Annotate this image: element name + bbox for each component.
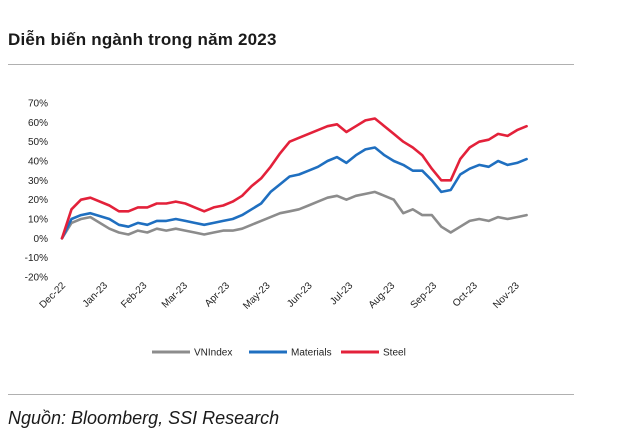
y-tick-label: 0% <box>34 234 49 245</box>
legend-label: VNIndex <box>194 348 232 359</box>
x-tick-label: Mar-23 <box>160 280 190 310</box>
legend-label: Steel <box>383 348 406 359</box>
x-tick-label: Aug-23 <box>367 280 398 311</box>
series-line-steel <box>60 117 528 240</box>
x-tick-label: Feb-23 <box>119 280 149 310</box>
y-tick-label: 70% <box>28 99 48 110</box>
y-tick-label: 60% <box>28 118 48 129</box>
y-axis: 70% 60% 50% 40% 30% 20% 10% 0% -10% -20% <box>25 99 48 284</box>
legend: VNIndex Materials Steel <box>152 348 406 359</box>
x-tick-label: Oct-23 <box>451 280 480 309</box>
y-tick-label: 40% <box>28 157 48 168</box>
y-tick-label: -20% <box>25 273 48 284</box>
x-axis: Dec-22 Jan-23 Feb-23 Mar-23 Apr-23 May-23 Jun-… <box>38 280 523 312</box>
x-tick-label: May-23 <box>241 280 273 312</box>
x-tick-label: Jun-23 <box>285 280 315 310</box>
y-tick-label: 50% <box>28 137 48 148</box>
x-tick-label: Jul-23 <box>328 280 355 307</box>
y-tick-label: 30% <box>28 176 48 187</box>
y-tick-label: 20% <box>28 195 48 206</box>
y-tick-label: 10% <box>28 215 48 226</box>
x-tick-label: Jan-23 <box>81 280 111 310</box>
x-tick-label: Sep-23 <box>409 280 440 311</box>
x-tick-label: Dec-22 <box>38 280 69 311</box>
chart-title: Diễn biến ngành trong năm 2023 <box>8 30 277 49</box>
x-tick-label: Apr-23 <box>203 280 232 309</box>
x-tick-label: Nov-23 <box>491 280 522 311</box>
series-lines <box>60 117 528 240</box>
source-note: Nguồn: Bloomberg, SSI Research <box>8 408 280 428</box>
series-line-vnindex <box>60 190 528 240</box>
y-tick-label: -10% <box>25 253 48 264</box>
legend-label: Materials <box>291 348 332 359</box>
bottom-rule <box>8 394 574 395</box>
series-line-materials <box>60 146 528 240</box>
top-rule <box>8 64 574 65</box>
